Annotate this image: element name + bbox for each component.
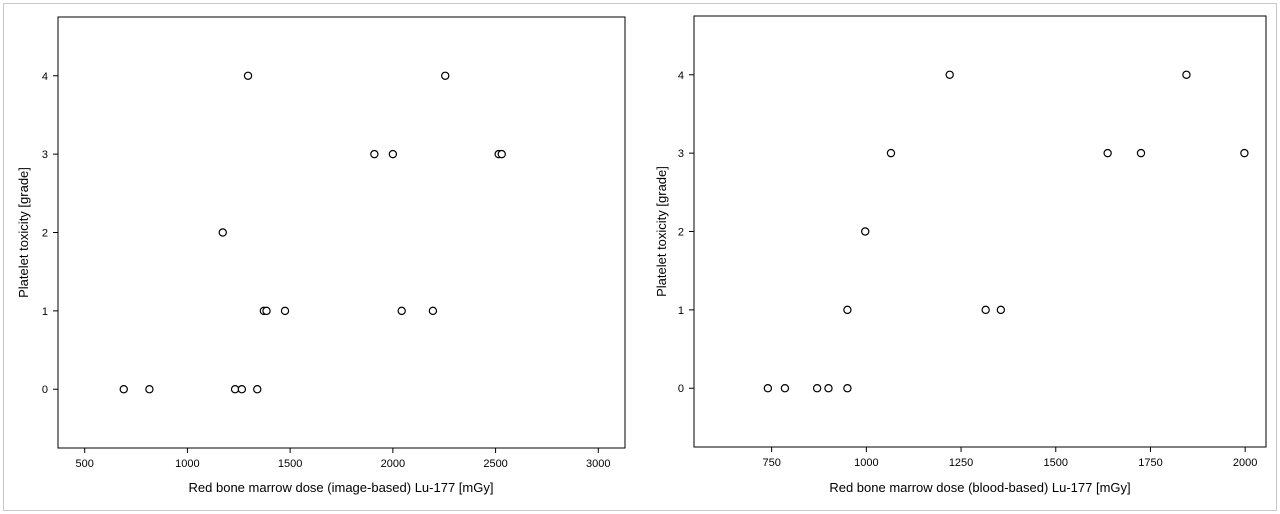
chart1-plot: 500 1000 1500 2000 2500 3000 0 1 2 3 4 Red bone mar… — [16, 16, 626, 495]
chart1-data-point — [119, 385, 128, 394]
figure-frame — [3, 3, 1277, 511]
chart2-data-point — [1182, 70, 1191, 79]
chart1-x-tick-label: 2500 — [483, 458, 507, 470]
chart2-plot-area — [693, 15, 1267, 448]
chart2-y-axis-title: Platelet toxicity [grade] — [654, 166, 669, 297]
chart2-x-tick-label: 1250 — [949, 457, 973, 469]
chart2-y-tick-label: 4 — [678, 70, 684, 82]
chart2-data-point — [824, 384, 833, 393]
chart2-x-tick-label: 1000 — [854, 457, 878, 469]
chart2-data-point — [981, 305, 990, 315]
chart1-y-tick-label: 1 — [42, 306, 48, 318]
chart2-data-point — [1136, 148, 1146, 158]
chart1-data-point — [428, 306, 438, 316]
chart1-data-point — [280, 306, 290, 316]
chart1-plot-area — [57, 16, 626, 449]
chart2-data-point — [843, 384, 852, 393]
chart2-y-tick-label: 2 — [678, 227, 684, 239]
chart2-data-point — [945, 70, 954, 79]
chart2-data-point — [812, 384, 822, 393]
chart2-data-point — [861, 227, 870, 236]
chart1-data-point — [262, 306, 271, 316]
chart1-data-point — [253, 385, 262, 394]
chart2-data-point — [763, 384, 773, 393]
chart1-x-tick-label: 3000 — [586, 458, 610, 470]
chart2-data-point — [1240, 148, 1249, 158]
chart1-data-point — [237, 385, 247, 394]
chart1-data-point — [230, 385, 240, 394]
chart1-data-point — [370, 149, 379, 159]
chart2-x-axis-title: Red bone marrow dose (blood-based) Lu-17… — [829, 480, 1130, 495]
chart1-y-tick-label: 4 — [42, 71, 48, 83]
chart1-x-tick-label: 2000 — [381, 458, 405, 470]
chart2-x-tick-label: 1500 — [1044, 457, 1068, 469]
chart1-x-tick-label: 1500 — [278, 458, 302, 470]
chart2-y-tick-label: 0 — [678, 383, 684, 395]
chart1-y-tick-label: 0 — [42, 384, 48, 396]
chart1-y-tick-label: 2 — [42, 228, 48, 240]
chart1-data-point — [145, 385, 154, 394]
chart2-data-point — [780, 384, 790, 393]
chart1-x-tick-label: 500 — [76, 458, 94, 470]
chart1-data-point — [397, 306, 406, 316]
chart1-y-axis-title: Platelet toxicity [grade] — [16, 167, 31, 298]
chart2-plot: 750 1000 1250 1500 1750 2000 0 1 2 3 4 Red bone mar… — [654, 15, 1267, 495]
chart2-data-point — [1103, 148, 1112, 158]
chart1-x-tick-label: 1000 — [175, 458, 199, 470]
chart2-y-tick-label: 3 — [678, 148, 684, 160]
chart1-x-axis-title: Red bone marrow dose (image-based) Lu-17… — [189, 480, 494, 495]
chart2-x-tick-label: 1750 — [1138, 457, 1162, 469]
chart1-y-tick-label: 3 — [42, 149, 48, 161]
chart1-data-point — [441, 71, 450, 80]
chart1-data-point — [497, 149, 506, 159]
chart2-data-point — [843, 305, 852, 315]
chart1-data-point — [218, 228, 227, 237]
chart2-x-tick-label: 2000 — [1233, 457, 1257, 469]
chart2-data-point — [996, 305, 1006, 315]
chart2-x-tick-label: 750 — [762, 457, 780, 469]
chart1-data-point — [243, 71, 253, 80]
chart2-data-point — [886, 148, 896, 158]
chart2-y-tick-label: 1 — [678, 305, 684, 317]
chart1-data-point — [388, 149, 398, 159]
